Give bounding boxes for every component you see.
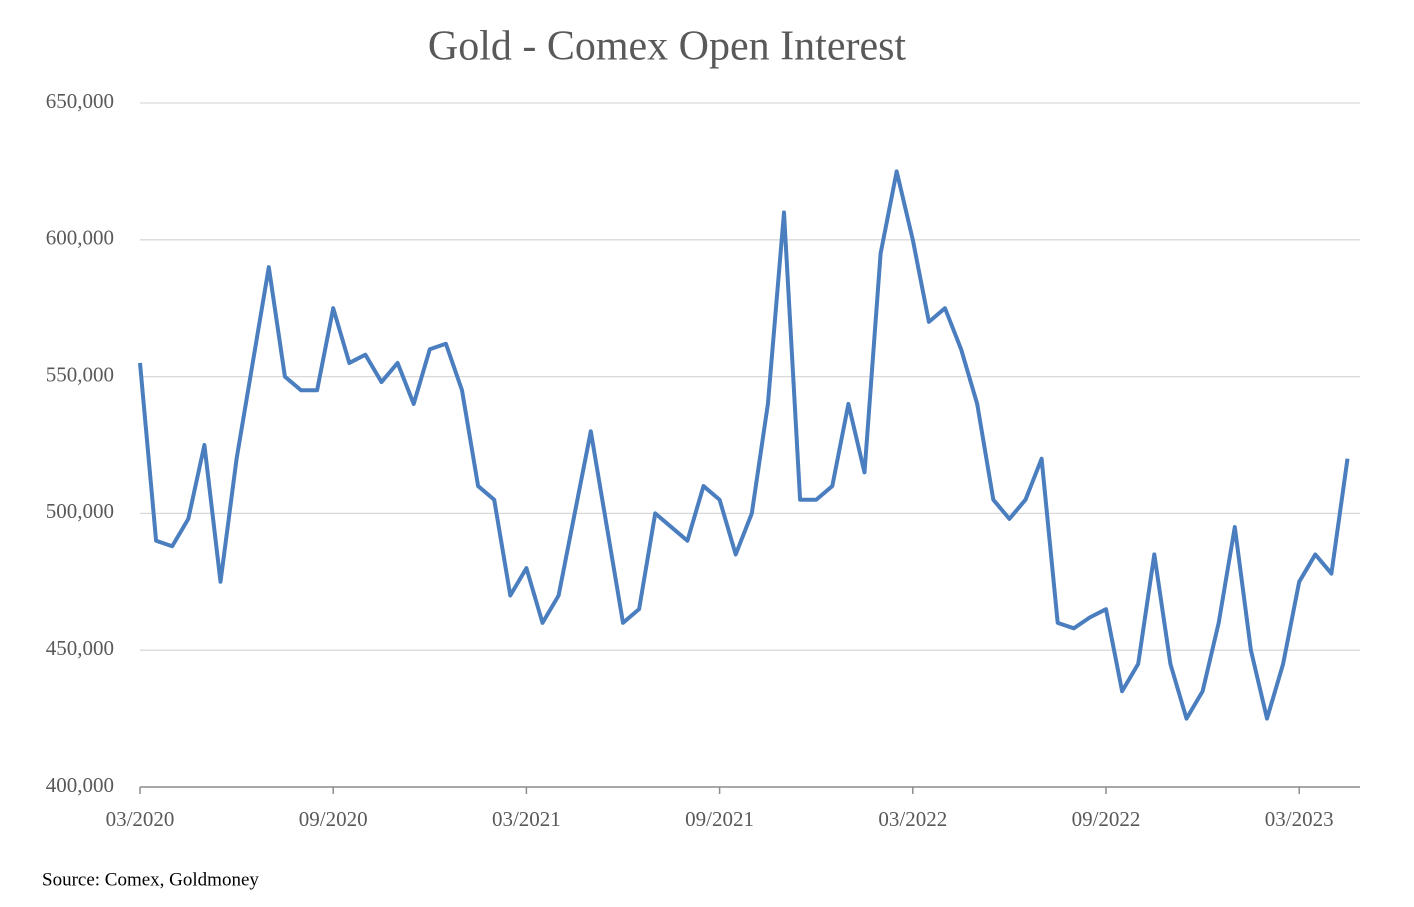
x-tick-label: 09/2021: [685, 807, 754, 831]
x-tick-label: 09/2020: [299, 807, 368, 831]
x-tick-label: 09/2022: [1072, 807, 1141, 831]
y-tick-label: 550,000: [46, 362, 114, 386]
data-line: [138, 169, 1350, 721]
y-tick-label: 650,000: [46, 89, 114, 113]
x-tick-label: 03/2020: [106, 807, 175, 831]
x-tick-label: 03/2021: [492, 807, 561, 831]
y-tick-label: 600,000: [46, 226, 114, 250]
y-tick-label: 450,000: [46, 636, 114, 660]
x-tick-label: 03/2022: [878, 807, 947, 831]
x-tick-label: 03/2023: [1265, 807, 1334, 831]
source-note: Source: Comex, Goldmoney: [42, 869, 259, 890]
chart-title: Gold - Comex Open Interest: [428, 24, 907, 70]
y-tick-label: 500,000: [46, 499, 114, 523]
y-tick-label: 400,000: [46, 773, 114, 797]
